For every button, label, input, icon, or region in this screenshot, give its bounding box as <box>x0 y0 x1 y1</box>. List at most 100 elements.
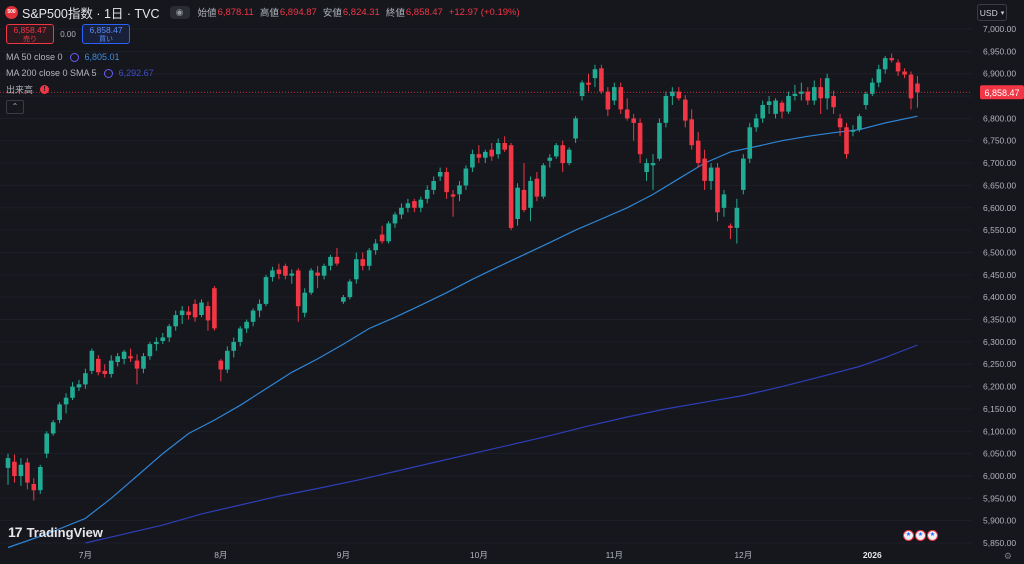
candle <box>521 163 527 213</box>
candle <box>341 294 346 304</box>
candle <box>882 55 888 74</box>
low-value: 6,824.31 <box>342 6 380 18</box>
candle-body <box>915 83 920 93</box>
candle <box>541 163 546 199</box>
ma200-legend[interactable]: MA 200 close 0 SMA 5 6,292.67 <box>6 68 154 78</box>
candle-body <box>605 91 611 110</box>
ma50-line <box>7 115 918 549</box>
candle <box>386 221 391 244</box>
candle-body <box>205 306 211 321</box>
candle-body <box>121 351 127 359</box>
ma50-legend[interactable]: MA 50 close 0 6,805.01 <box>6 52 120 62</box>
candle <box>450 189 456 217</box>
candle <box>560 140 565 173</box>
candle <box>205 301 211 331</box>
us-flag-event-icon[interactable]: ★ <box>915 530 926 541</box>
candle-body <box>592 69 598 79</box>
candle-body <box>695 140 701 163</box>
ma200-label: MA 200 close 0 SMA 5 <box>6 68 97 78</box>
candle <box>837 113 843 137</box>
candle-body <box>392 214 398 224</box>
candle <box>173 310 178 331</box>
candle-body <box>457 185 462 195</box>
candle <box>366 248 372 271</box>
candle <box>315 265 320 289</box>
price-tick-label: 6,100.00 <box>983 426 1016 436</box>
price-tick-label: 6,250.00 <box>983 359 1016 369</box>
candle-body <box>476 154 482 158</box>
candle <box>50 420 56 436</box>
order-panel: 6,858.47 売り 0.00 6,858.47 買い <box>6 24 130 44</box>
candle-body <box>379 234 385 242</box>
candle <box>805 87 811 105</box>
candle-body <box>547 157 553 161</box>
collapse-legend-button[interactable]: ⌃ <box>6 100 24 114</box>
candle-body <box>663 96 669 123</box>
candle <box>237 326 243 347</box>
candle <box>547 154 553 168</box>
candle-body <box>154 341 159 345</box>
volume-legend[interactable]: 出来高 ! <box>6 83 50 96</box>
candle-body <box>244 321 249 329</box>
candle-body <box>831 96 836 108</box>
candle <box>283 263 288 280</box>
candle-body <box>495 143 501 155</box>
ma200-settings-icon[interactable] <box>103 68 113 78</box>
candle <box>908 71 914 110</box>
axis-settings-icon[interactable]: ⚙ <box>1003 551 1012 561</box>
candle <box>844 122 849 159</box>
candle-body <box>444 172 449 193</box>
candle-body <box>728 225 733 228</box>
low-label: 安値 <box>322 8 342 19</box>
candle-body <box>521 189 527 210</box>
candles-layer <box>5 53 920 501</box>
candle-body <box>889 58 894 61</box>
candle-body <box>747 127 753 159</box>
sell-button[interactable]: 6,858.47 売り <box>6 24 54 44</box>
price-tick-label: 6,050.00 <box>983 449 1016 459</box>
candle-body <box>670 91 675 97</box>
candle <box>289 269 295 284</box>
candle-body <box>818 87 823 99</box>
eye-toggle-icon[interactable]: ◉ <box>169 5 190 19</box>
currency-selector[interactable]: USD ▾ <box>977 4 1007 21</box>
candle-body <box>689 119 694 146</box>
us-flag-event-icon[interactable]: ★ <box>927 530 938 541</box>
candle-body <box>341 297 346 302</box>
candle <box>431 176 436 195</box>
candle-body <box>237 328 243 342</box>
candle-body <box>741 158 746 190</box>
buy-button[interactable]: 6,858.47 買い <box>82 24 130 44</box>
candle <box>186 306 191 320</box>
candle-body <box>128 356 133 359</box>
candle-body <box>147 344 153 357</box>
candle-body <box>508 145 514 228</box>
candle-body <box>399 207 404 215</box>
candle-body <box>753 118 759 128</box>
chevron-down-icon: ▾ <box>1000 9 1005 17</box>
candle-body <box>708 167 714 181</box>
time-tick-label: 2026 <box>863 550 882 560</box>
candle-body <box>257 303 262 311</box>
symbol-title[interactable]: S&P500指数 · 1日 · TVC <box>22 6 160 21</box>
time-tick-label: 10月 <box>470 550 488 560</box>
candle-body <box>657 122 662 159</box>
price-tick-label: 6,500.00 <box>983 247 1016 257</box>
candle <box>741 154 746 195</box>
candle-body <box>250 310 256 322</box>
us-flag-event-icon[interactable]: ★ <box>903 530 914 541</box>
candle <box>683 95 688 128</box>
candle <box>734 198 740 244</box>
candle-body <box>179 310 185 316</box>
candle <box>25 458 30 490</box>
ma50-settings-icon[interactable] <box>69 52 79 62</box>
candle-body <box>366 250 372 266</box>
candle-body <box>302 292 307 313</box>
candle-body <box>315 272 320 276</box>
warning-icon[interactable]: ! <box>40 85 50 94</box>
sell-label: 売り <box>23 36 37 43</box>
candle-body <box>347 281 353 298</box>
candle <box>128 348 133 362</box>
candle <box>483 149 488 164</box>
